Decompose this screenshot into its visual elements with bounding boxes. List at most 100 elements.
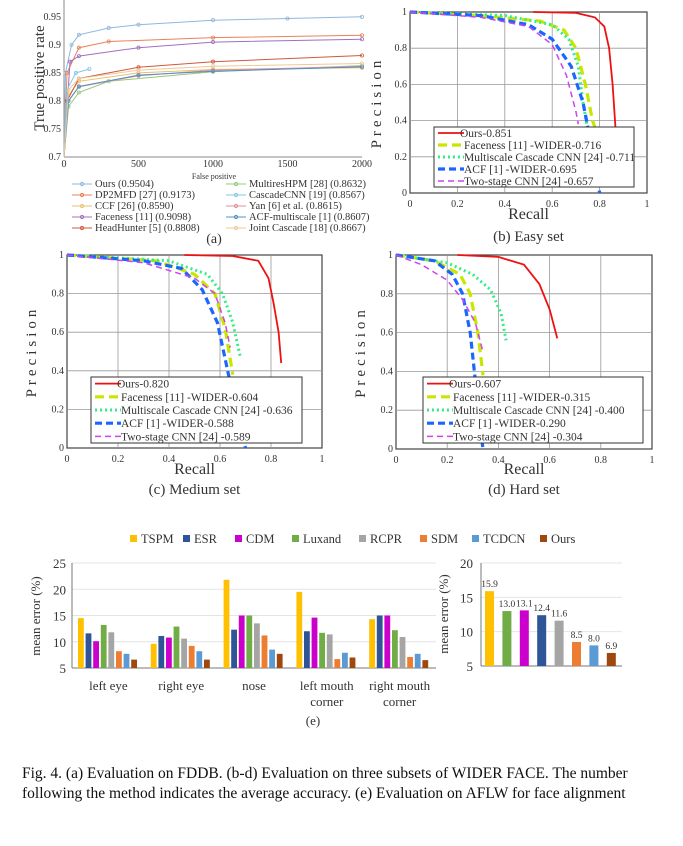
bar-value-label: 13.0 xyxy=(499,600,516,610)
x-tick-label: 0.4 xyxy=(492,455,505,466)
legend-entry: RCPR xyxy=(370,532,403,546)
y-tick-label: 15 xyxy=(460,590,473,605)
legend-entry: Ours-0.820 xyxy=(117,379,169,391)
series-marker xyxy=(359,14,364,19)
series-marker xyxy=(210,40,215,45)
series-marker xyxy=(210,18,215,23)
bar-value-label: 15.9 xyxy=(481,580,498,590)
pr-curve xyxy=(66,254,231,348)
bar-rcpr xyxy=(326,634,333,668)
bar-esr xyxy=(376,615,383,668)
x-tick-label: 0.2 xyxy=(112,454,125,465)
legend-marker xyxy=(233,203,239,209)
legend-entry: Multiscale Cascade CNN [24] -0.400 xyxy=(453,405,625,417)
pr-curve xyxy=(66,253,242,358)
legend-entry: Two-stage CNN [24] -0.589 xyxy=(121,431,251,443)
bar-ours xyxy=(606,652,616,666)
series-marker xyxy=(87,66,92,71)
x-axis-label: Recall xyxy=(508,206,549,223)
legend-box xyxy=(422,376,644,444)
legend-entry: Faceness [11] -WIDER-0.604 xyxy=(121,392,258,404)
series-marker xyxy=(64,70,69,75)
bar-luxand xyxy=(319,632,325,668)
y-tick-label: 0.75 xyxy=(44,124,62,135)
series-marker xyxy=(106,39,111,44)
series-marker xyxy=(136,68,141,73)
bar-value-label: 8.5 xyxy=(571,631,583,641)
x-tick-label: 0.8 xyxy=(265,454,278,465)
series-marker xyxy=(359,33,364,38)
legend-marker xyxy=(233,181,239,187)
y-tick-label: 0.85 xyxy=(44,68,62,79)
series-line xyxy=(63,34,363,158)
y-tick-label: 0.8 xyxy=(395,43,408,54)
bar-cdm xyxy=(93,641,99,668)
legend-entry: MultiresHPM [28] (0.8632) xyxy=(249,179,366,190)
bar-cdm xyxy=(238,615,245,668)
category-label: left eye xyxy=(89,678,128,693)
bar-rcpr xyxy=(108,632,115,668)
panel-caption: (c) Medium set xyxy=(149,482,241,498)
bar-tspm xyxy=(485,591,494,666)
series-marker xyxy=(210,69,215,74)
bar-tcdcn xyxy=(269,649,275,668)
x-axis-label: False positive xyxy=(192,172,237,181)
bar-ours xyxy=(131,659,137,668)
pr-curve xyxy=(395,253,508,341)
panel-caption: (d) Hard set xyxy=(488,482,560,498)
y-tick-label: 5 xyxy=(467,659,474,674)
x-tick-label: 0 xyxy=(62,159,67,170)
bar-esr xyxy=(304,631,310,668)
y-tick-label: 20 xyxy=(460,556,473,571)
category-label: corner xyxy=(383,694,417,709)
figure-caption: Fig. 4. (a) Evaluation on FDDB. (b-d) Ev… xyxy=(22,765,628,802)
y-tick-label: 0.6 xyxy=(52,327,65,338)
legend-entry: CascadeCNN [19] (0.8567) xyxy=(249,190,365,201)
x-tick-label: 0.2 xyxy=(451,199,464,210)
series-marker xyxy=(76,45,81,50)
pr-curve xyxy=(184,254,283,364)
bar-sdm xyxy=(407,656,413,668)
x-axis-label: Recall xyxy=(174,461,215,478)
category-label: right eye xyxy=(158,678,204,693)
legend-entry: TCDCN xyxy=(483,532,525,546)
y-tick-label: 15 xyxy=(53,609,66,624)
x-axis-label: Recall xyxy=(504,461,545,478)
bar-esr xyxy=(85,633,92,668)
bar-rcpr xyxy=(554,620,564,666)
y-tick-label: 1 xyxy=(402,7,407,18)
panel-caption: (e) xyxy=(306,713,320,728)
y-tick-label: 0.9 xyxy=(49,40,62,51)
x-tick-label: 0.8 xyxy=(595,455,608,466)
bar-cdm xyxy=(384,615,391,668)
y-tick-label: 0.4 xyxy=(395,116,408,127)
legend-marker xyxy=(233,225,239,231)
legend-entry: Joint Cascade [18] (0.8667) xyxy=(249,223,366,234)
x-tick-label: 0.4 xyxy=(499,199,512,210)
x-tick-label: 1500 xyxy=(278,159,298,170)
bar-tspm xyxy=(150,643,157,668)
legend-entry: DP2MFD [27] (0.9173) xyxy=(95,190,196,201)
category-label: corner xyxy=(310,694,344,709)
y-axis-label: mean error (%) xyxy=(28,576,43,655)
x-tick-label: 1 xyxy=(650,455,655,466)
x-tick-label: 0.6 xyxy=(543,455,556,466)
pr-curve xyxy=(395,254,484,353)
x-tick-label: 1 xyxy=(645,199,650,210)
y-tick-label: 1 xyxy=(388,250,393,261)
series-marker xyxy=(359,61,364,66)
legend-marker xyxy=(79,225,85,231)
legend-entry: ACF [1] -WIDER-0.588 xyxy=(121,418,234,430)
y-tick-label: 20 xyxy=(53,582,66,597)
series-line xyxy=(63,66,363,158)
y-tick-label: 0.8 xyxy=(381,289,394,300)
y-tick-label: 0.6 xyxy=(381,328,394,339)
legend-entry: Two-stage CNN [24] -0.657 xyxy=(464,176,594,188)
legend-swatch xyxy=(292,535,299,542)
series-marker xyxy=(106,26,111,31)
legend-entry: ESR xyxy=(194,532,218,546)
legend-entry: CCF [26] (0.8590) xyxy=(95,201,174,212)
panel-caption: (b) Easy set xyxy=(493,229,565,245)
series-line xyxy=(63,68,90,158)
